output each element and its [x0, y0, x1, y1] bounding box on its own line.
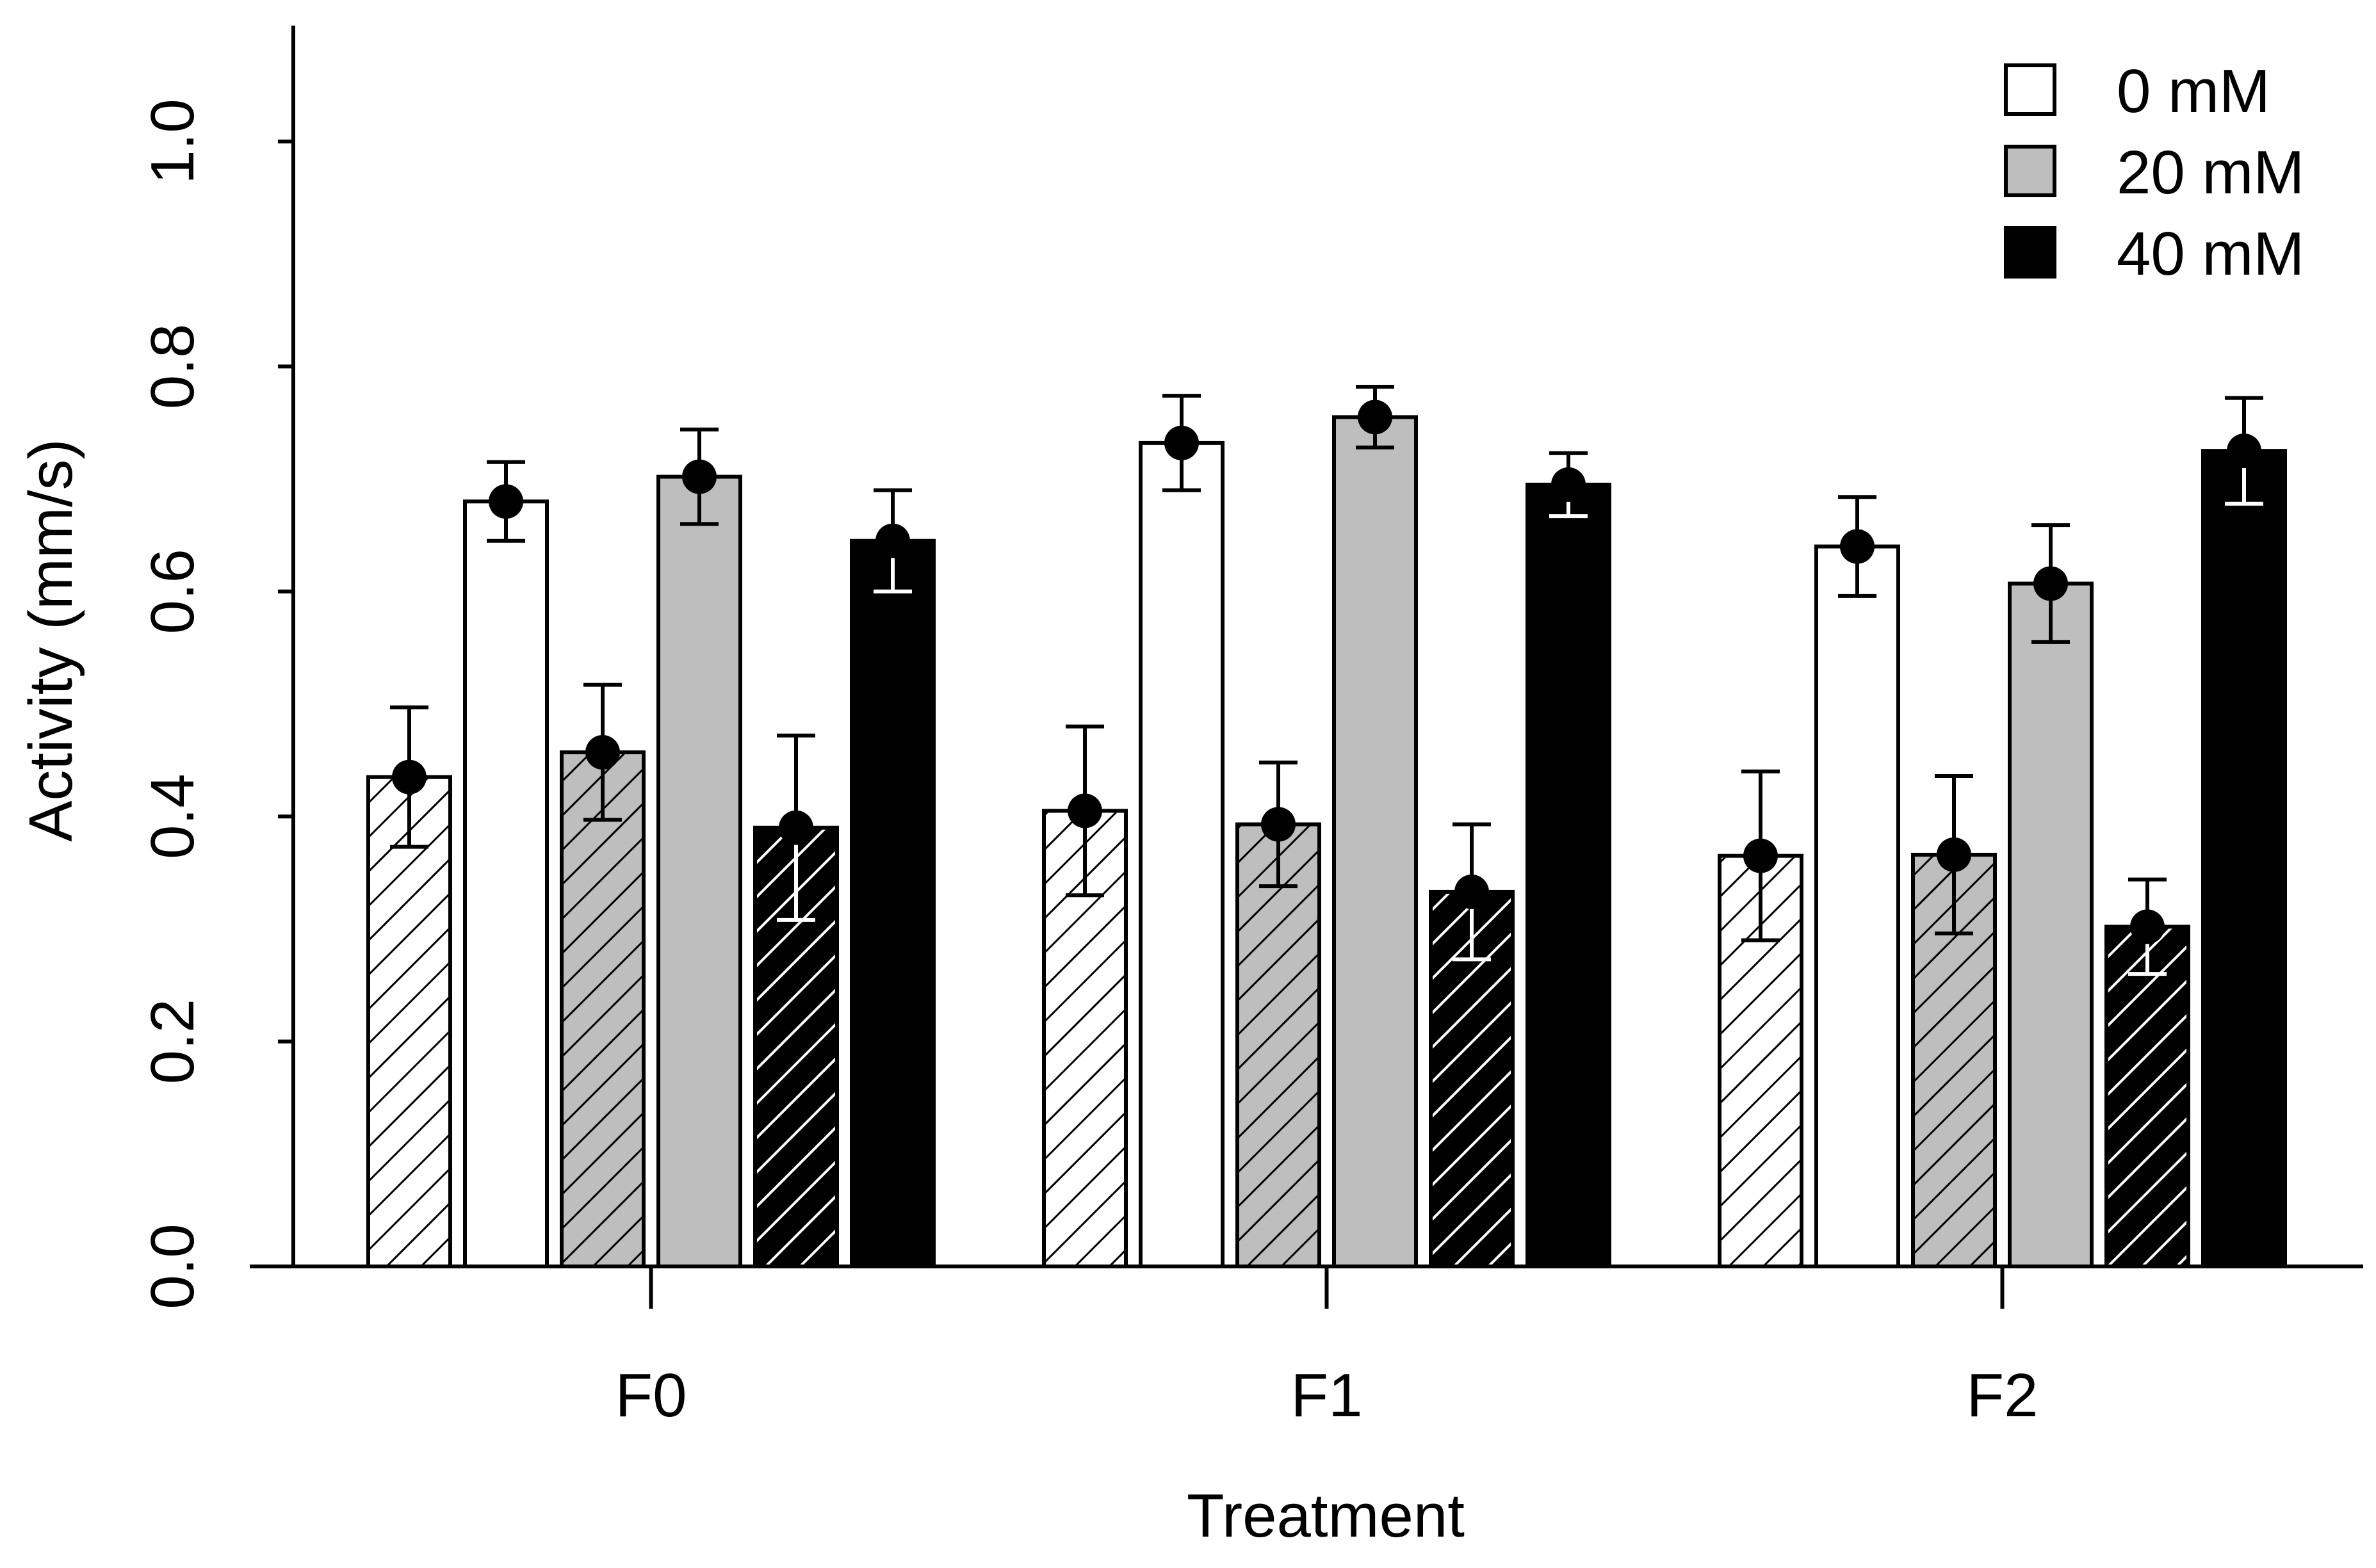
errorbar-f0-0-mm — [487, 460, 525, 543]
legend-swatch-0-mm — [2004, 63, 2056, 116]
bar-f1-40-mm — [1526, 482, 1611, 1268]
y-tick-label: 0.4 — [138, 773, 207, 859]
y-tick-label: 0.0 — [138, 1224, 207, 1309]
mean-point-f0-20-mm-hatched — [585, 735, 620, 770]
x-axis-ticks: F0 F1 F2 — [615, 1266, 2038, 1430]
mean-point-f2-40-mm — [2227, 433, 2261, 469]
errorbar-f1-40-mm — [1549, 451, 1588, 519]
legend-swatch-20-mm — [2004, 145, 2056, 197]
bar-f2-0-mm — [1814, 544, 1900, 1268]
legend: 0 mM 20 mM 40 mM — [2004, 57, 2304, 288]
bar-f2-40-mm — [2201, 449, 2287, 1268]
mean-point-f1-0-mm — [1164, 425, 1199, 460]
bar-hatch-f0-20-mm-hatched — [564, 754, 642, 1265]
mean-point-f0-40-mm — [875, 523, 910, 558]
errorbar-f0-20-mm — [680, 427, 719, 526]
mean-point-f1-20-mm-hatched — [1261, 807, 1296, 842]
mean-point-f0-0-mm — [489, 484, 523, 519]
mean-point-f0-20-mm — [682, 459, 717, 494]
mean-point-f2-20-mm-hatched — [1937, 837, 1971, 872]
errorbar-f2-20-mm — [2031, 523, 2070, 644]
bar-f0-0-mm — [463, 499, 549, 1268]
mean-point-f0-40-mm-hatched — [779, 810, 813, 845]
bar-f1-20-mm — [1332, 415, 1418, 1269]
errorbars-layer — [390, 385, 2263, 976]
x-tick-label-f1: F1 — [1290, 1361, 1362, 1430]
bar-f1-0-mm — [1139, 440, 1225, 1268]
bar-f0-40-mm — [850, 538, 936, 1268]
mean-point-f2-0-mm-hatched — [1743, 838, 1778, 873]
mean-point-f1-0-mm-hatched — [1068, 793, 1102, 828]
x-tick-label-f2: F2 — [1966, 1361, 2038, 1430]
legend-label-0-mm: 0 mM — [2117, 57, 2270, 125]
errorbar-f2-20-mm-hatched — [1935, 773, 1973, 935]
errorbar-f1-0-mm — [1162, 394, 1201, 492]
x-tick-label-f0: F0 — [615, 1361, 687, 1430]
mean-point-f2-20-mm — [2033, 566, 2068, 601]
bar-hatch-f2-40-mm-hatched — [2108, 928, 2186, 1265]
errorbar-f0-20-mm-hatched — [583, 683, 622, 822]
bar-hatch-f1-20-mm-hatched — [1239, 826, 1317, 1265]
errorbar-f0-40-mm-hatched — [777, 733, 815, 922]
errorbar-f0-0-mm-hatched — [390, 705, 428, 849]
mean-point-f2-0-mm — [1840, 529, 1875, 564]
bars-layer — [366, 415, 2287, 1269]
mean-point-f1-40-mm — [1551, 467, 1586, 502]
legend-label-40-mm: 40 mM — [2117, 220, 2304, 288]
mean-point-f1-20-mm — [1358, 400, 1392, 435]
errorbar-f1-20-mm — [1356, 385, 1394, 449]
y-tick-label: 0.2 — [138, 999, 207, 1084]
y-tick-label: 0.8 — [138, 324, 207, 409]
axes-layer: 0.0 0.2 0.4 0.6 0.8 1.0 — [138, 26, 2363, 1309]
errorbar-f2-40-mm-hatched — [2128, 877, 2167, 976]
errorbar-f2-40-mm — [2225, 396, 2263, 506]
mean-point-f2-40-mm-hatched — [2130, 909, 2165, 944]
errorbar-f1-20-mm-hatched — [1259, 760, 1298, 889]
mean-point-f1-40-mm-hatched — [1454, 874, 1489, 909]
bar-hatch-f0-0-mm-hatched — [370, 779, 448, 1265]
mean-point-f0-0-mm-hatched — [392, 759, 427, 795]
bar-f0-20-mm — [656, 474, 742, 1268]
errorbar-f2-0-mm-hatched — [1741, 769, 1780, 942]
legend-label-20-mm: 20 mM — [2117, 138, 2304, 207]
bar-f2-20-mm — [2008, 581, 2094, 1268]
y-tick-label: 1.0 — [138, 99, 207, 184]
errorbar-f1-40-mm-hatched — [1452, 822, 1491, 962]
x-axis-title: Treatment — [1187, 1482, 1465, 1550]
y-axis-title: Activity (mm/s) — [17, 439, 85, 841]
errorbar-f2-0-mm — [1838, 495, 1876, 598]
errorbar-f0-40-mm — [874, 488, 912, 594]
legend-swatch-40-mm — [2004, 226, 2056, 279]
errorbar-f1-0-mm-hatched — [1066, 724, 1104, 898]
y-tick-label: 0.6 — [138, 549, 207, 634]
